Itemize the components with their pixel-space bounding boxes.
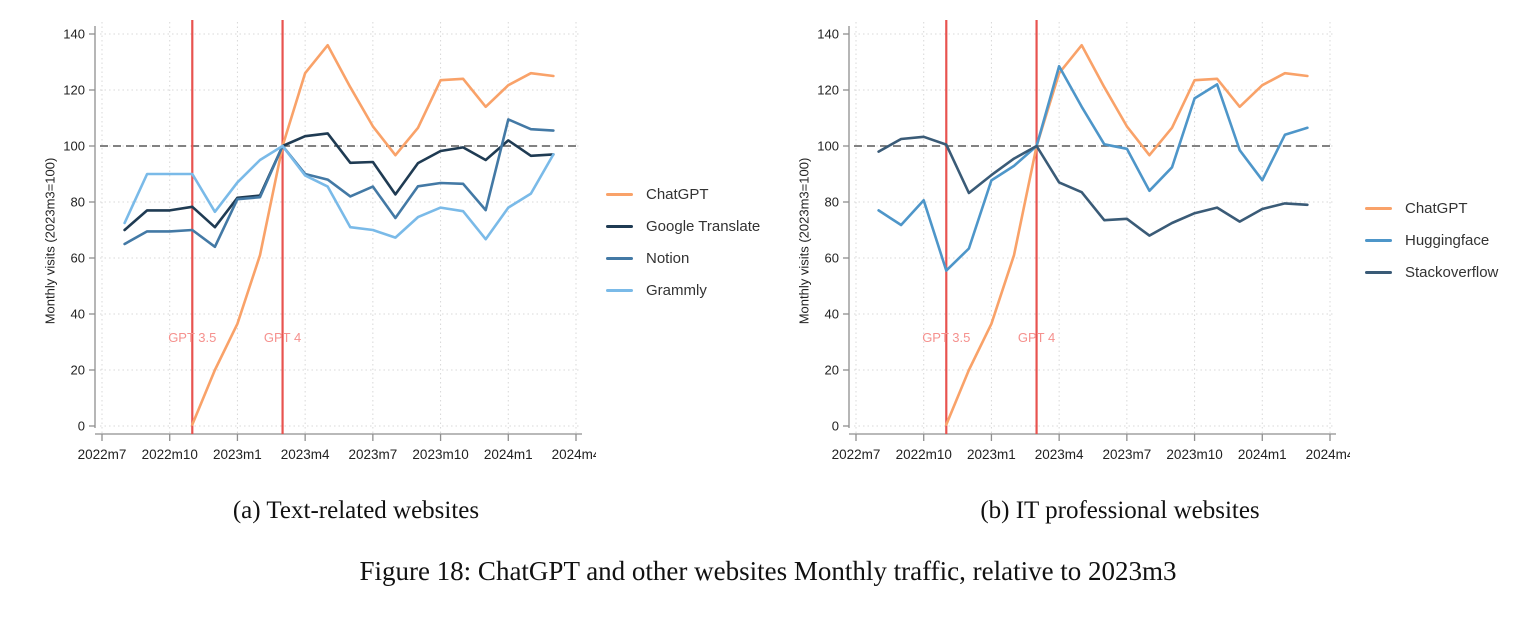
x-tick-label: 2022m7 bbox=[832, 447, 881, 462]
chart-b-it-professional-websites: Monthly visits (2023m3=100) 0 20 40 60 80 100… bbox=[790, 8, 1536, 524]
chart-b-plot: 0 20 40 60 80 100 120 140 2022m7 2022m10 2023m1 202… bbox=[817, 20, 1350, 462]
event-label: GPT 3.5 bbox=[168, 330, 216, 345]
y-tick-label: 60 bbox=[71, 251, 85, 266]
y-tick-label: 0 bbox=[832, 419, 839, 434]
chart-a-legend: ChatGPT Google Translate Notion Grammly bbox=[606, 186, 760, 314]
series-line-chatgpt bbox=[191, 43, 555, 426]
x-tick-label: 2023m1 bbox=[213, 447, 262, 462]
chart-a-text-related-websites: Monthly visits (2023m3=100) 0 20 40 60 80 100… bbox=[36, 8, 786, 524]
x-tick-label: 2023m7 bbox=[348, 447, 397, 462]
series-line-notion bbox=[123, 118, 555, 249]
legend-item-notion: Notion bbox=[606, 250, 760, 267]
y-tick-label: 100 bbox=[817, 139, 839, 154]
y-tick-label: 140 bbox=[63, 27, 85, 42]
legend-item-chatgpt: ChatGPT bbox=[1365, 200, 1498, 217]
legend-item-huggingface: Huggingface bbox=[1365, 232, 1498, 249]
legend-swatch bbox=[606, 289, 633, 292]
legend-label: Notion bbox=[646, 250, 690, 267]
chart-b-caption: (b) IT professional websites bbox=[980, 497, 1260, 524]
x-tick-label: 2022m10 bbox=[896, 447, 952, 462]
legend-label: Stackoverflow bbox=[1405, 264, 1499, 281]
y-tick-label: 20 bbox=[71, 363, 85, 378]
y-tick-label: 60 bbox=[825, 251, 839, 266]
x-tick-label: 2024m4 bbox=[1306, 447, 1350, 462]
legend-swatch bbox=[606, 257, 633, 260]
chart-a-plot: 0 20 40 60 80 100 120 140 2022m7 2022m10 2023m1 202… bbox=[63, 20, 596, 462]
x-tick-label: 2023m10 bbox=[412, 447, 468, 462]
legend-item-grammly: Grammly bbox=[606, 282, 760, 299]
y-tick-label: 140 bbox=[817, 27, 839, 42]
legend-item-stackoverflow: Stackoverflow bbox=[1365, 264, 1498, 281]
x-tick-label: 2022m10 bbox=[142, 447, 198, 462]
y-tick-label: 80 bbox=[71, 195, 85, 210]
legend-label: Huggingface bbox=[1405, 232, 1490, 249]
legend-swatch bbox=[606, 193, 633, 196]
y-tick-label: 20 bbox=[825, 363, 839, 378]
legend-swatch bbox=[1365, 207, 1392, 210]
y-axis-label: Monthly visits (2023m3=100) bbox=[796, 157, 812, 325]
y-tick-label: 120 bbox=[63, 83, 85, 98]
y-tick-label: 40 bbox=[71, 307, 85, 322]
y-tick-label: 40 bbox=[825, 307, 839, 322]
x-tick-label: 2024m1 bbox=[484, 447, 533, 462]
legend-swatch bbox=[1365, 239, 1392, 242]
event-label: GPT 4 bbox=[264, 330, 301, 345]
y-tick-label: 80 bbox=[825, 195, 839, 210]
legend-item-google-translate: Google Translate bbox=[606, 218, 760, 235]
legend-label: Google Translate bbox=[646, 218, 761, 235]
legend-label: ChatGPT bbox=[1405, 200, 1468, 217]
x-tick-label: 2023m7 bbox=[1102, 447, 1151, 462]
figure-caption: Figure 18: ChatGPT and other websites Mo… bbox=[359, 556, 1177, 586]
x-tick-label: 2023m10 bbox=[1166, 447, 1222, 462]
legend-item-chatgpt: ChatGPT bbox=[606, 186, 760, 203]
x-tick-label: 2022m7 bbox=[78, 447, 127, 462]
chart-b-legend: ChatGPT Huggingface Stackoverflow bbox=[1365, 200, 1498, 296]
event-label: GPT 3.5 bbox=[922, 330, 970, 345]
legend-label: ChatGPT bbox=[646, 186, 709, 203]
series-line-google-translate bbox=[123, 132, 555, 232]
y-tick-label: 120 bbox=[817, 83, 839, 98]
legend-swatch bbox=[1365, 271, 1392, 274]
legend-label: Grammly bbox=[646, 282, 707, 299]
x-tick-label: 2024m1 bbox=[1238, 447, 1287, 462]
legend-swatch bbox=[606, 225, 633, 228]
x-tick-label: 2023m4 bbox=[281, 447, 330, 462]
series-line-grammly bbox=[123, 144, 555, 241]
series-line-stackoverflow bbox=[877, 135, 1309, 237]
y-tick-label: 0 bbox=[78, 419, 85, 434]
chart-a-caption: (a) Text-related websites bbox=[232, 497, 480, 524]
series-line-chatgpt bbox=[945, 43, 1309, 426]
x-tick-label: 2023m1 bbox=[967, 447, 1016, 462]
y-tick-label: 100 bbox=[63, 139, 85, 154]
event-label: GPT 4 bbox=[1018, 330, 1055, 345]
series-line-huggingface bbox=[877, 64, 1309, 272]
x-tick-label: 2023m4 bbox=[1035, 447, 1084, 462]
x-tick-label: 2024m4 bbox=[552, 447, 596, 462]
y-axis-label: Monthly visits (2023m3=100) bbox=[42, 157, 58, 325]
